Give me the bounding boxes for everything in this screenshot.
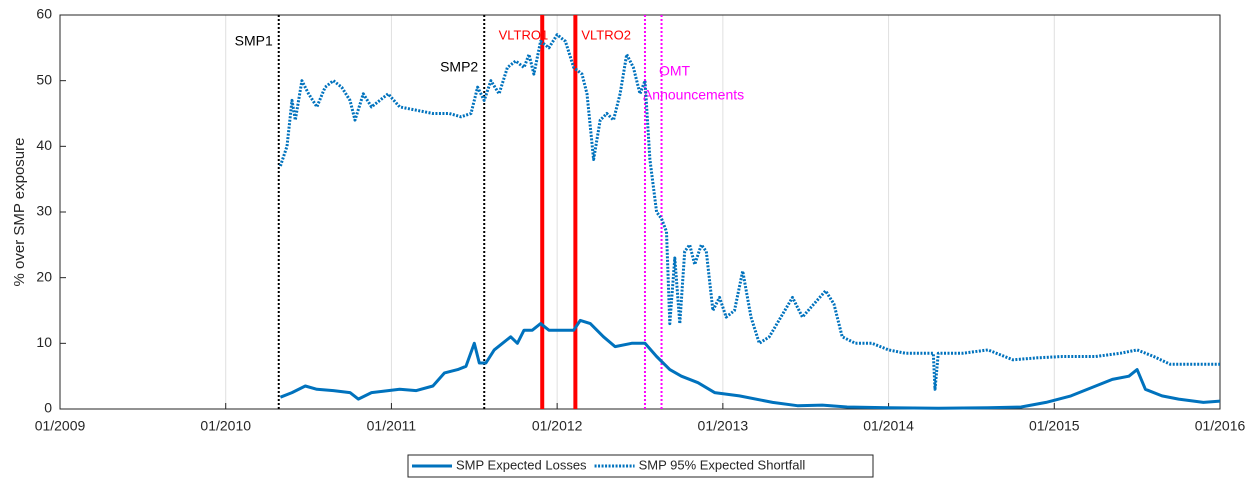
plot-frame <box>59 14 1221 410</box>
x-tick-label: 01/2009 <box>35 418 86 434</box>
y-tick-label: 30 <box>36 203 52 219</box>
y-tick-label: 20 <box>36 268 52 284</box>
series-line <box>278 33 1220 391</box>
x-tick-label: 01/2016 <box>1195 418 1246 434</box>
event-label: OMT <box>659 63 691 79</box>
y-tick-label: 0 <box>44 400 52 416</box>
event-label: VLTRO2 <box>581 27 631 42</box>
y-tick-label: 40 <box>36 137 52 153</box>
event-label: VLTRO1 <box>499 27 549 42</box>
legend-label: SMP Expected Losses <box>456 457 587 472</box>
event-label: SMP2 <box>440 59 478 75</box>
x-tick-label: 01/2015 <box>1029 418 1080 434</box>
legend-box <box>407 454 874 478</box>
legend-label: SMP 95% Expected Shortfall <box>639 457 806 472</box>
x-tick-label: 01/2012 <box>532 418 583 434</box>
event-label: SMP1 <box>235 33 273 49</box>
x-tick-label: 01/2010 <box>200 418 251 434</box>
x-tick-label: 01/2014 <box>863 418 914 434</box>
series-line <box>279 318 1221 410</box>
x-tick-label: 01/2013 <box>698 418 749 434</box>
x-tick-label: 01/2011 <box>367 418 417 434</box>
y-tick-label: 60 <box>36 6 52 22</box>
y-axis-label: % over SMP exposure <box>11 138 28 287</box>
y-tick-label: 10 <box>36 334 52 350</box>
y-tick-label: 50 <box>36 71 52 87</box>
event-label: Announcements <box>643 87 744 103</box>
